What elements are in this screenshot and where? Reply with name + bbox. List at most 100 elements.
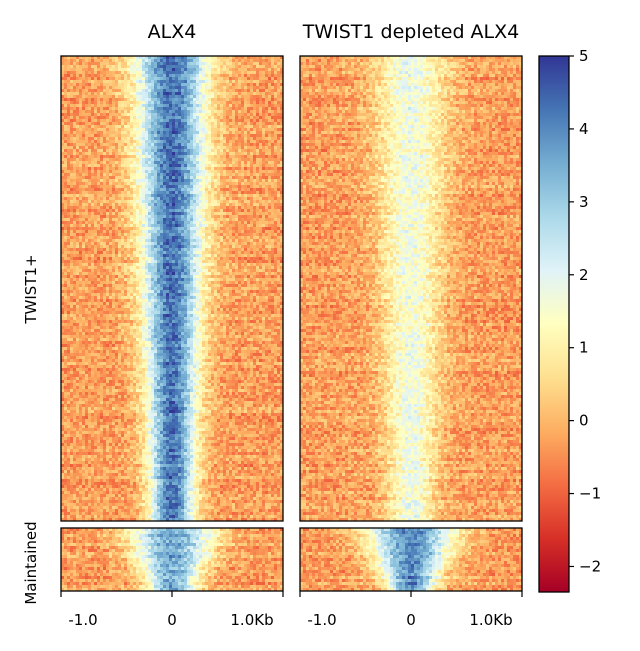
heatmap-cell	[91, 245, 94, 248]
heatmap-cell	[208, 80, 211, 83]
heatmap-cell	[85, 230, 88, 233]
heatmap-cell	[106, 197, 109, 200]
heatmap-cell	[109, 134, 112, 137]
heatmap-cell	[238, 212, 241, 215]
heatmap-cell	[244, 203, 247, 206]
heatmap-cell	[208, 182, 211, 185]
heatmap-cell	[163, 227, 166, 230]
heatmap-cell	[181, 86, 184, 89]
heatmap-cell	[157, 191, 160, 194]
heatmap-cell	[259, 101, 262, 104]
heatmap-cell	[193, 212, 196, 215]
heatmap-cell	[82, 200, 85, 203]
heatmap-cell	[268, 158, 271, 161]
heatmap-cell	[85, 137, 88, 140]
heatmap-cell	[157, 161, 160, 164]
heatmap-cell	[196, 176, 199, 179]
heatmap-cell	[241, 83, 244, 86]
heatmap-cell	[199, 209, 202, 212]
heatmap-cell	[82, 80, 85, 83]
heatmap-cell	[112, 257, 115, 260]
heatmap-cell	[202, 218, 205, 221]
heatmap-cell	[232, 152, 235, 155]
heatmap-cell	[193, 227, 196, 230]
heatmap-cell	[121, 113, 124, 116]
heatmap-cell	[256, 212, 259, 215]
heatmap-cell	[124, 104, 127, 107]
heatmap-cell	[172, 158, 175, 161]
heatmap-cell	[106, 149, 109, 152]
heatmap-cell	[208, 224, 211, 227]
heatmap-cell	[277, 167, 280, 170]
heatmap-cell	[82, 203, 85, 206]
heatmap-cell	[70, 140, 73, 143]
heatmap-cell	[64, 104, 67, 107]
heatmap-cell	[244, 155, 247, 158]
heatmap-cell	[202, 62, 205, 65]
heatmap-cell	[94, 230, 97, 233]
heatmap-cell	[79, 182, 82, 185]
heatmap-cell	[181, 71, 184, 74]
heatmap-cell	[190, 203, 193, 206]
heatmap-cell	[253, 188, 256, 191]
heatmap-cell	[196, 188, 199, 191]
heatmap-cell	[76, 254, 79, 257]
heatmap-cell	[91, 194, 94, 197]
heatmap-cell	[97, 200, 100, 203]
heatmap-cell	[160, 173, 163, 176]
heatmap-cell	[112, 59, 115, 62]
heatmap-cell	[85, 74, 88, 77]
heatmap-cell	[208, 251, 211, 254]
heatmap-cell	[64, 158, 67, 161]
heatmap-cell	[154, 101, 157, 104]
heatmap-cell	[82, 182, 85, 185]
heatmap-cell	[142, 251, 145, 254]
heatmap-cell	[172, 215, 175, 218]
heatmap-cell	[139, 200, 142, 203]
heatmap-cell	[268, 59, 271, 62]
heatmap-cell	[268, 188, 271, 191]
heatmap-cell	[175, 119, 178, 122]
heatmap-cell	[175, 134, 178, 137]
heatmap-cell	[271, 83, 274, 86]
heatmap-cell	[271, 80, 274, 83]
heatmap-cell	[118, 200, 121, 203]
heatmap-cell	[175, 149, 178, 152]
heatmap-cell	[106, 161, 109, 164]
heatmap-cell	[124, 143, 127, 146]
heatmap-cell	[79, 200, 82, 203]
heatmap-cell	[280, 188, 283, 191]
heatmap-cell	[121, 71, 124, 74]
heatmap-cell	[118, 182, 121, 185]
heatmap-cell	[223, 173, 226, 176]
heatmap-cell	[124, 200, 127, 203]
heatmap-cell	[160, 95, 163, 98]
heatmap-cell	[145, 257, 148, 260]
heatmap-cell	[163, 134, 166, 137]
heatmap-cell	[253, 167, 256, 170]
heatmap-cell	[220, 236, 223, 239]
heatmap-cell	[274, 224, 277, 227]
heatmap-cell	[271, 188, 274, 191]
heatmap-cell	[214, 194, 217, 197]
heatmap-cell	[199, 98, 202, 101]
heatmap-cell	[223, 56, 226, 59]
heatmap-cell	[178, 83, 181, 86]
heatmap-cell	[136, 257, 139, 260]
heatmap-cell	[94, 212, 97, 215]
heatmap-cell	[247, 80, 250, 83]
heatmap-cell	[268, 194, 271, 197]
heatmap-cell	[277, 206, 280, 209]
heatmap-cell	[280, 83, 283, 86]
heatmap-cell	[106, 242, 109, 245]
heatmap-cell	[124, 62, 127, 65]
heatmap-cell	[82, 101, 85, 104]
heatmap-cell	[256, 83, 259, 86]
heatmap-cell	[277, 116, 280, 119]
heatmap-cell	[97, 122, 100, 125]
heatmap-cell	[196, 71, 199, 74]
heatmap-cell	[226, 143, 229, 146]
heatmap-cell	[199, 185, 202, 188]
heatmap-cell	[106, 191, 109, 194]
heatmap-cell	[271, 245, 274, 248]
